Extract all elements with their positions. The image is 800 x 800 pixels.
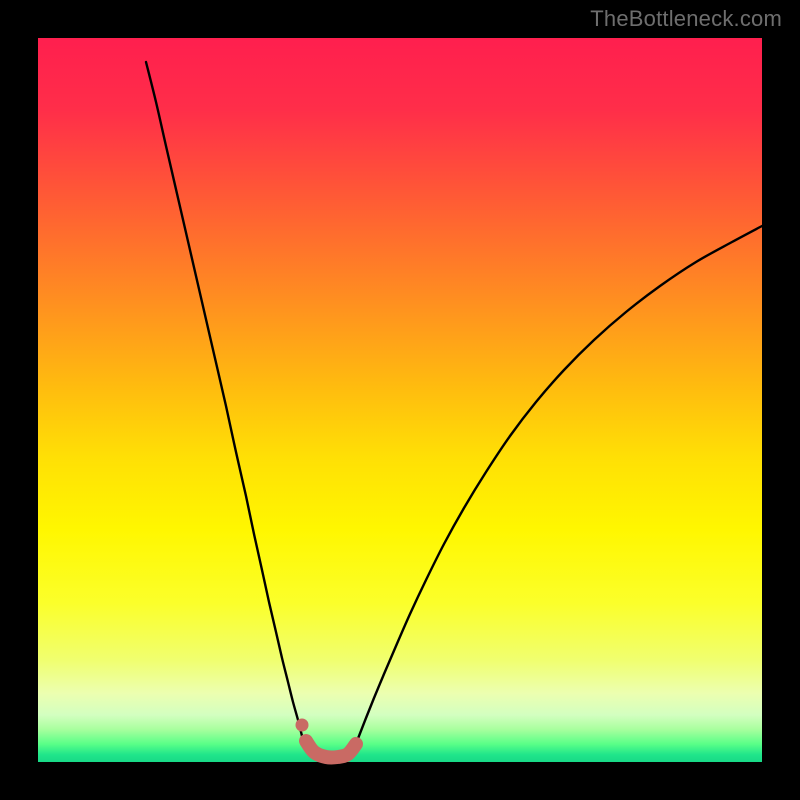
gradient-background xyxy=(38,38,762,762)
canvas-frame: TheBottleneck.com xyxy=(0,0,800,800)
watermark-text: TheBottleneck.com xyxy=(590,6,782,32)
plot-area xyxy=(38,38,762,762)
highlight-dot xyxy=(296,719,309,732)
chart-svg xyxy=(38,38,762,762)
